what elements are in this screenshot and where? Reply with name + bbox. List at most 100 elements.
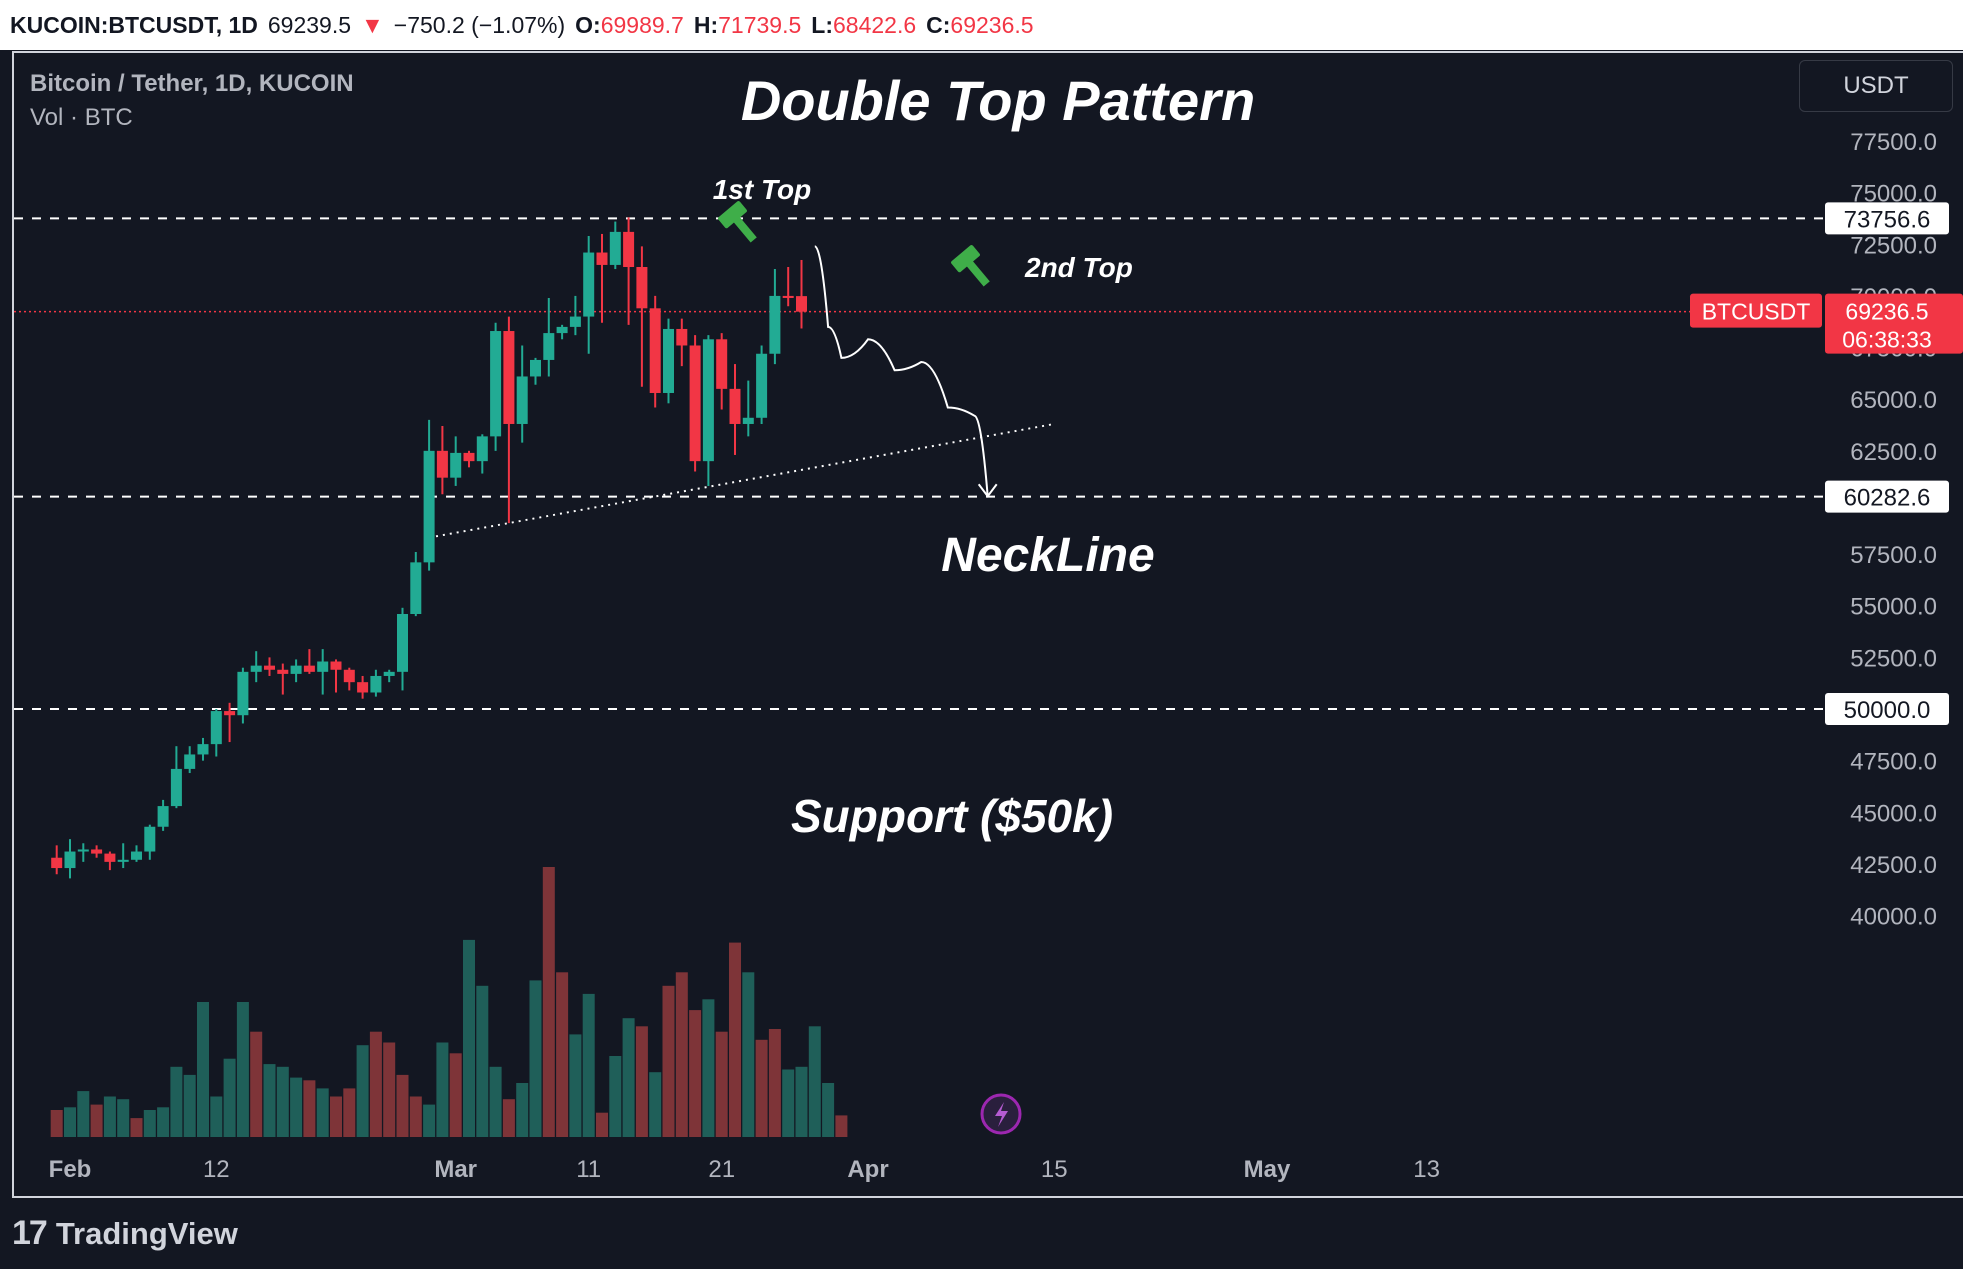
candle-body xyxy=(224,711,236,716)
volume-bar xyxy=(423,1104,436,1137)
volume-bar xyxy=(130,1118,143,1137)
candle-body xyxy=(556,326,568,334)
volume-bar xyxy=(303,1080,316,1137)
time-tick-label: 11 xyxy=(576,1156,601,1183)
low-value: 68422.6 xyxy=(832,11,917,38)
close-value: 69236.5 xyxy=(950,11,1034,38)
price-tick-label: 55000.0 xyxy=(1850,594,1937,621)
candle-body xyxy=(676,328,688,346)
volume-bar xyxy=(103,1096,116,1137)
candle-body xyxy=(476,436,488,462)
price-tick-label: 65000.0 xyxy=(1850,387,1937,414)
countdown-label: 06:38:33 xyxy=(1842,327,1932,353)
candle-body xyxy=(463,452,475,462)
volume-bar xyxy=(356,1045,369,1137)
volume-bar xyxy=(263,1064,276,1137)
chart-title: Double Top Pattern xyxy=(741,69,1255,132)
open-label: O: xyxy=(575,11,601,38)
candle-body xyxy=(596,252,608,265)
hammer-handle xyxy=(732,215,757,243)
volume-bar xyxy=(689,1010,702,1137)
volume-bar xyxy=(463,939,475,1137)
candle-body xyxy=(91,849,103,854)
price-tick-label: 40000.0 xyxy=(1850,904,1937,931)
volume-bar xyxy=(662,985,675,1137)
volume-bar xyxy=(117,1099,130,1137)
candle-body xyxy=(663,328,674,393)
candle-body xyxy=(423,450,435,563)
time-tick-label: Mar xyxy=(434,1156,477,1183)
hammer-icon xyxy=(718,201,757,243)
candle-body xyxy=(343,669,355,683)
candle-body xyxy=(716,339,728,389)
second-top-label: 2nd Top xyxy=(1024,252,1133,283)
volume-bar xyxy=(795,1066,808,1137)
time-tick-label: May xyxy=(1244,1156,1291,1183)
neckline-label: NeckLine xyxy=(941,529,1154,582)
candle-body xyxy=(51,857,63,869)
candle-body xyxy=(184,754,196,769)
time-tick-label: Apr xyxy=(847,1156,888,1183)
volume-bar xyxy=(183,1074,196,1137)
candle-body xyxy=(490,331,502,437)
volume-bar xyxy=(822,1083,835,1137)
time-tick-label: 13 xyxy=(1413,1156,1440,1183)
volume-bar xyxy=(715,1031,728,1137)
candle-body xyxy=(623,231,635,267)
candle-body xyxy=(157,806,169,827)
hammer-head xyxy=(718,201,747,229)
level-tag xyxy=(1825,202,1949,235)
candle-body xyxy=(769,295,781,354)
candle-body xyxy=(636,266,648,309)
level-tag xyxy=(1825,480,1949,513)
price-tick-label: 57500.0 xyxy=(1850,542,1937,569)
low-label: L: xyxy=(811,11,833,38)
volume-bar xyxy=(90,1104,103,1137)
candle-body xyxy=(317,661,329,672)
price-tick-label: 47500.0 xyxy=(1850,749,1937,776)
last-price: 69239.5 xyxy=(267,11,352,38)
candle-body xyxy=(583,252,595,317)
volume-bar xyxy=(276,1066,289,1137)
candle-body xyxy=(170,768,182,807)
high-value: 71739.5 xyxy=(718,11,802,38)
neckline xyxy=(428,422,1055,539)
symbol-name: KUCOIN:BTCUSDT, 1D xyxy=(10,11,258,38)
volume-bar xyxy=(343,1088,356,1137)
candle-body xyxy=(104,853,116,862)
candle-body xyxy=(264,665,275,670)
candle-body xyxy=(689,345,701,462)
candle-body xyxy=(277,669,289,674)
legend-volume: Vol · BTC xyxy=(30,104,133,131)
candle-body xyxy=(117,859,129,862)
candle-body xyxy=(250,665,262,672)
price-tag xyxy=(1825,293,1963,354)
lightning-icon xyxy=(980,1093,1022,1135)
volume-bar xyxy=(197,1002,209,1137)
candle-body xyxy=(516,376,528,424)
volume-bar xyxy=(609,1056,622,1137)
currency-button[interactable]: USDT xyxy=(1799,60,1953,112)
tradingview-logo-icon: 17 xyxy=(12,1214,48,1252)
candle-body xyxy=(370,675,382,693)
volume-bar xyxy=(383,1042,396,1137)
candle-body xyxy=(330,661,342,670)
candle-body xyxy=(503,331,515,424)
candle-body xyxy=(303,665,315,672)
volume-bar xyxy=(290,1077,303,1137)
price-change: −750.2 (−1.07%) xyxy=(393,11,566,38)
level-tag-label: 60282.6 xyxy=(1844,485,1931,512)
candle-body xyxy=(530,359,541,377)
volume-bar xyxy=(236,1002,249,1137)
volume-bar xyxy=(782,1069,795,1137)
candle-body xyxy=(357,682,369,693)
legend-title: Bitcoin / Tether, 1D, KUCOIN xyxy=(30,70,354,97)
candle-body xyxy=(450,452,462,478)
candle-body xyxy=(131,851,142,860)
volume-bar xyxy=(50,1110,63,1137)
time-tick-label: Feb xyxy=(49,1156,92,1183)
projection-path xyxy=(814,245,989,497)
candle-body xyxy=(144,826,156,852)
time-tick-label: 21 xyxy=(708,1156,735,1183)
